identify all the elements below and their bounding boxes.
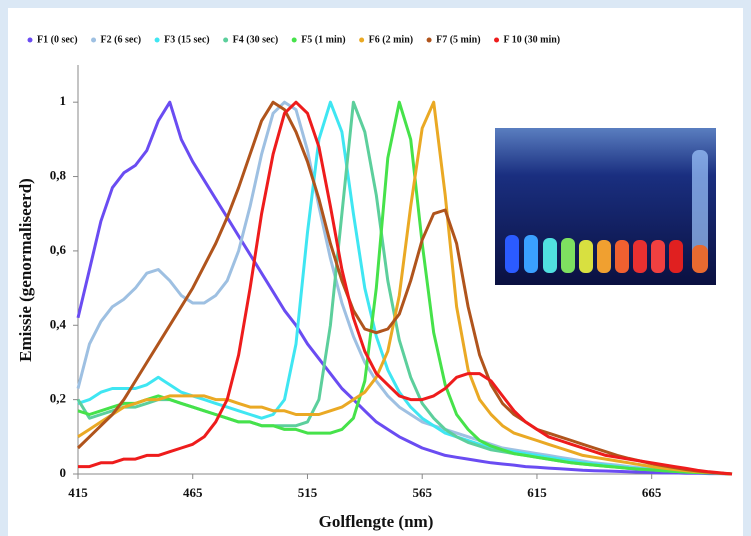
- y-tick-label: 1: [60, 93, 67, 108]
- legend-label: F5 (1 min): [301, 34, 345, 45]
- y-tick-label: 0,6: [50, 242, 67, 257]
- x-axis-title: Golflengte (nm): [319, 512, 434, 531]
- legend: F1 (0 sec) F2 (6 sec) F3 (15 sec) F4 (30 se…: [27, 34, 561, 45]
- legend-label: F4 (30 sec): [233, 34, 279, 45]
- legend-marker: [291, 37, 297, 43]
- x-tick-label: 515: [298, 485, 318, 500]
- legend-marker: [426, 37, 432, 43]
- y-tick-label: 0,4: [50, 316, 67, 331]
- y-tick-label: 0,2: [50, 391, 66, 406]
- legend-label: F1 (0 sec): [37, 34, 78, 45]
- series-line: [77, 100, 733, 476]
- legend-marker: [27, 37, 33, 43]
- legend-marker: [223, 37, 229, 43]
- x-tick-label: 665: [642, 485, 662, 500]
- legend-label: F7 (5 min): [436, 34, 480, 45]
- legend-marker: [154, 37, 160, 43]
- y-tick-label: 0: [60, 465, 67, 480]
- legend-label: F 10 (30 min): [504, 34, 561, 45]
- legend-label: F2 (6 sec): [101, 34, 142, 45]
- legend-marker: [91, 37, 97, 43]
- x-tick-label: 465: [183, 485, 203, 500]
- y-tick-label: 0,8: [50, 168, 67, 183]
- series-line: [78, 100, 733, 476]
- legend-label: F3 (15 sec): [164, 34, 210, 45]
- series-line: [77, 100, 733, 476]
- x-tick-label: 615: [527, 485, 547, 500]
- x-tick-label: 415: [68, 485, 88, 500]
- legend-marker: [359, 37, 365, 43]
- y-axis-title: Emissie (genormaliseerd): [16, 178, 35, 362]
- x-tick-label: 565: [412, 485, 432, 500]
- inset-photo: [495, 128, 716, 285]
- legend-label: F6 (2 min): [369, 34, 413, 45]
- series-line: [76, 100, 733, 476]
- legend-marker: [494, 37, 500, 43]
